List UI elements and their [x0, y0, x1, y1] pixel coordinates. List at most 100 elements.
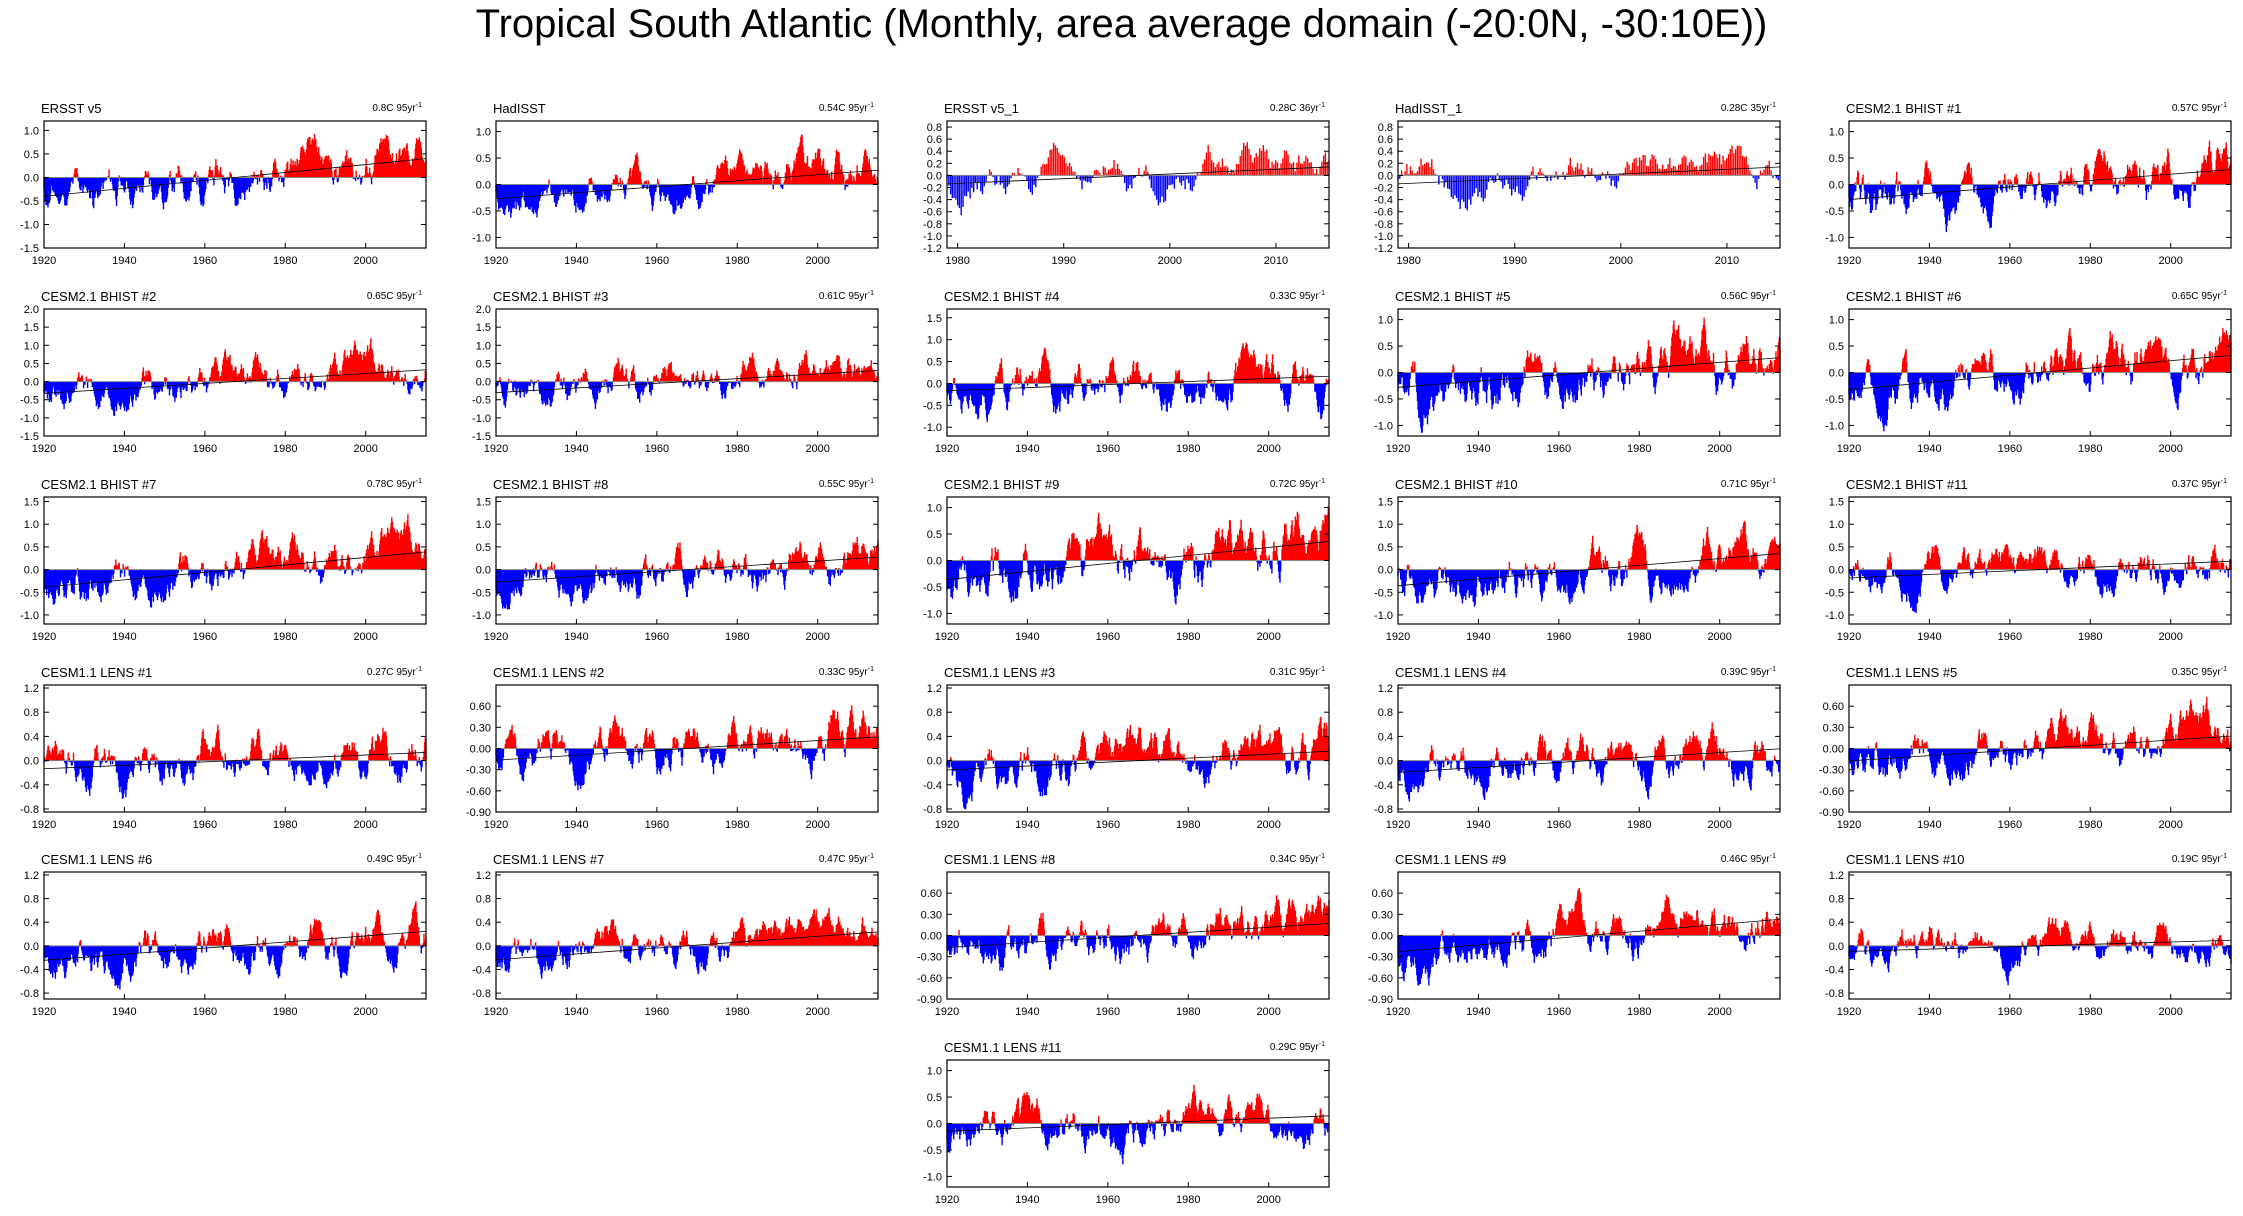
y-tick-label: 0.6	[1378, 134, 1393, 146]
y-tick-label: 0.8	[1829, 894, 1844, 906]
y-tick-label: 0.00	[1823, 744, 1844, 756]
y-tick-label: -0.4	[20, 964, 39, 976]
trend-value: 0.55C	[819, 479, 848, 490]
plot-frame	[43, 684, 427, 813]
trend-line	[1397, 166, 1781, 185]
x-tick-label: 2000	[353, 255, 377, 267]
y-tick-label: 1.0	[24, 519, 39, 531]
panel-13: 1.0 0.5 0.0 -0.5 -1.0 1920 1940 1960 1980 2000 CES…	[923, 477, 1330, 643]
y-tick-label: -0.5	[20, 587, 39, 599]
trend-line	[1848, 560, 2232, 579]
negative-anomaly-bars	[1397, 175, 1781, 211]
trend-period: 95yr	[848, 667, 868, 678]
plot-frame	[946, 308, 1330, 437]
x-tick-label: 1980	[2078, 1006, 2102, 1018]
x-tick-label: 1960	[1096, 1006, 1120, 1018]
y-tick-label: 0.4	[927, 146, 942, 158]
x-tick-label: 1960	[1998, 819, 2022, 831]
trend-value: 0.33C	[1270, 291, 1299, 302]
y-tick-label: 0.2	[927, 158, 942, 170]
trend-value: 0.72C	[1270, 479, 1299, 490]
x-tick-label: 1980	[1176, 1194, 1200, 1206]
trend-value: 0.29C	[1270, 1042, 1299, 1053]
trend-annotation: 0.65C 95yr-1	[2172, 290, 2227, 302]
x-tick-label: 1920	[1386, 819, 1410, 831]
x-tick-label: 1980	[1396, 255, 1420, 267]
panel-9: 1.0 0.5 0.0 -0.5 -1.0 1920 1940 1960 1980 2000 CES…	[1374, 289, 1781, 455]
negative-anomaly-bars	[946, 1123, 1330, 1165]
negative-anomaly-bars	[1397, 569, 1765, 607]
x-tick-label: 1980	[2078, 443, 2102, 455]
x-tick-label: 1920	[935, 1006, 959, 1018]
y-tick-label: -0.5	[1374, 394, 1393, 406]
x-tick-label: 1960	[193, 631, 217, 643]
x-tick-label: 1980	[1627, 443, 1651, 455]
x-tick-label: 2000	[353, 443, 377, 455]
positive-anomaly-bars	[548, 134, 879, 185]
x-tick-label: 1940	[1015, 443, 1039, 455]
trend-line	[946, 166, 1330, 185]
plot-frame	[43, 120, 427, 249]
y-tick-label: 1.5	[1378, 497, 1393, 509]
x-tick-label: 1940	[1917, 255, 1941, 267]
y-tick-label: 0.5	[24, 149, 39, 161]
y-tick-label: -1.0	[1825, 610, 1844, 622]
y-tick-label: -1.5	[20, 431, 39, 443]
trend-period: 95yr	[1299, 667, 1319, 678]
trend-exponent: -1	[1770, 666, 1776, 673]
x-tick-label: 1940	[564, 631, 588, 643]
panel-16: 1.2 0.8 0.4 0.0 -0.4 -0.8 1920 1940 1960 1980 2000…	[20, 665, 427, 831]
x-tick-label: 1980	[1176, 443, 1200, 455]
y-tick-label: -0.5	[472, 587, 491, 599]
y-tick-label: -1.0	[1374, 231, 1393, 243]
y-tick-label: 1.5	[1829, 497, 1844, 509]
x-tick-label: 1920	[32, 631, 56, 643]
plot-frame	[1397, 120, 1781, 249]
trend-annotation: 0.31C 95yr-1	[1270, 666, 1325, 678]
trend-annotation: 0.54C 95yr-1	[819, 102, 874, 114]
y-tick-label: -0.8	[20, 988, 39, 1000]
x-tick-label: 1920	[1837, 631, 1861, 643]
negative-anomaly-bars	[43, 945, 424, 990]
x-tick-label: 2000	[2158, 255, 2182, 267]
trend-line	[43, 551, 427, 588]
trend-line	[1848, 939, 2232, 952]
panel-title: CESM2.1 BHIST #5	[1395, 289, 1510, 304]
trend-value: 0.39C	[1721, 667, 1750, 678]
trend-period: 95yr	[1750, 667, 1770, 678]
x-tick-label: 1940	[1917, 819, 1941, 831]
x-tick-label: 1940	[1015, 819, 1039, 831]
y-tick-label: 0.5	[24, 358, 39, 370]
x-tick-label: 1940	[1466, 819, 1490, 831]
x-tick-label: 1980	[273, 443, 297, 455]
y-tick-label: -0.5	[20, 196, 39, 208]
x-tick-label: 1980	[725, 443, 749, 455]
trend-value: 0.65C	[367, 291, 396, 302]
positive-anomaly-bars	[524, 537, 879, 570]
y-tick-label: -1.2	[1374, 243, 1393, 255]
trend-annotation: 0.39C 95yr-1	[1721, 666, 1776, 678]
y-tick-label: 1.0	[24, 125, 39, 137]
y-tick-label: -0.5	[1825, 587, 1844, 599]
panel-title: CESM1.1 LENS #5	[1846, 665, 1957, 680]
y-tick-label: 0.4	[24, 731, 39, 743]
y-tick-label: -0.4	[923, 780, 942, 792]
x-tick-label: 1940	[112, 443, 136, 455]
y-tick-label: 0.60	[921, 888, 942, 900]
y-tick-label: -0.5	[1825, 394, 1844, 406]
positive-anomaly-bars	[1865, 327, 2232, 373]
panel-12: 1.5 1.0 0.5 0.0 -0.5 -1.0 1920 1940 1960 1980 2000…	[472, 477, 879, 643]
y-tick-label: -0.90	[466, 807, 491, 819]
panel-title: CESM1.1 LENS #9	[1395, 852, 1506, 867]
panel-title: CESM2.1 BHIST #8	[493, 477, 608, 492]
trend-exponent: -1	[416, 102, 422, 109]
y-tick-label: 0.4	[476, 917, 491, 929]
y-tick-label: 2.0	[476, 304, 491, 316]
trend-exponent: -1	[868, 666, 874, 673]
x-tick-label: 1920	[1837, 443, 1861, 455]
positive-anomaly-bars	[1398, 521, 1781, 570]
trend-annotation: 0.28C 36yr-1	[1270, 102, 1325, 114]
positive-anomaly-bars	[1867, 696, 2232, 749]
panel-title: CESM2.1 BHIST #9	[944, 477, 1059, 492]
